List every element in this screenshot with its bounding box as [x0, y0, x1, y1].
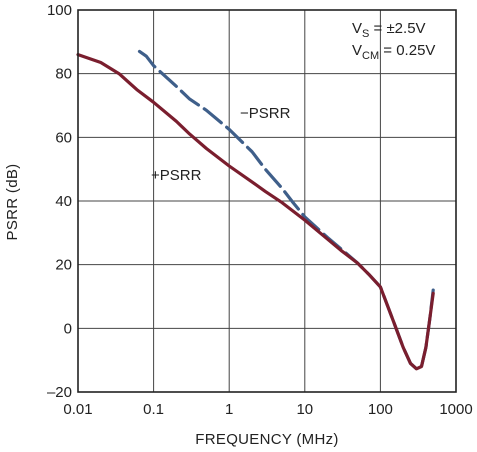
vcm-subscript: CM	[362, 50, 379, 62]
y-tick-label: 40	[55, 193, 72, 210]
x-tick-label: 100	[368, 401, 393, 418]
y-axis-label: PSRR (dB)	[4, 164, 21, 241]
y-tick-label: 20	[55, 257, 72, 274]
vs-condition: VS = ±2.5V	[352, 20, 426, 40]
pos-psrr-line	[76, 53, 435, 371]
vcm-condition: VCM = 0.25V	[352, 42, 435, 62]
x-tick-label: 1	[225, 401, 233, 418]
x-tick-label: 0.01	[63, 401, 92, 418]
vcm-value: = 0.25V	[379, 42, 435, 59]
neg-psrr-label: −PSRR	[240, 105, 291, 122]
y-tick-label: 60	[55, 129, 72, 146]
x-tick-label: 10	[296, 401, 313, 418]
y-tick-label: 0	[64, 320, 72, 337]
y-tick-label: 80	[55, 66, 72, 83]
vs-subscript: S	[362, 28, 369, 40]
y-tick-label: –20	[47, 384, 72, 401]
y-tick-labels: 100 80 60 40 20 0 –20	[47, 2, 72, 401]
x-tick-label: 0.1	[143, 401, 164, 418]
vcm-main: V	[352, 42, 362, 59]
x-axis-label: FREQUENCY (MHz)	[195, 431, 338, 448]
vs-main: V	[352, 20, 362, 37]
pos-psrr-label: +PSRR	[151, 167, 202, 184]
y-tick-label: 100	[47, 2, 72, 19]
plot-frame	[77, 9, 457, 393]
series-layer	[76, 49, 435, 371]
neg-psrr-line	[137, 49, 435, 371]
grid	[78, 10, 456, 392]
x-tick-label: 1000	[439, 401, 472, 418]
vs-value: = ±2.5V	[369, 20, 425, 37]
x-tick-labels: 0.01 0.1 1 10 100 1000	[63, 401, 472, 418]
